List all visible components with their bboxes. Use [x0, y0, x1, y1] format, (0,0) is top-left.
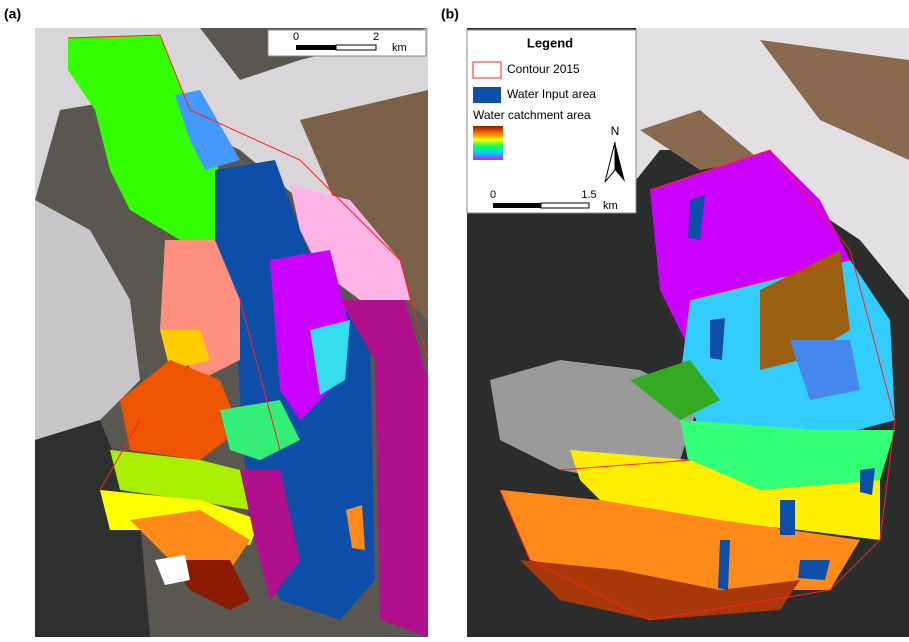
scale-tick: 0 [490, 189, 496, 201]
legend-title: Legend [527, 35, 573, 50]
scale-bar [296, 45, 336, 50]
scale-tick: 0 [293, 31, 299, 43]
scale-unit: km [392, 42, 407, 54]
panel-a: 0 2 km (a) [4, 6, 428, 637]
scale-bar [336, 45, 376, 50]
panel-label: (a) [4, 6, 21, 22]
scale-tick: 1.5 [581, 189, 596, 201]
legend-swatch [473, 126, 503, 160]
north-label: N [611, 124, 620, 138]
scale-bar [541, 203, 589, 208]
legend-item: Water Input area [507, 87, 596, 101]
legend-item: Contour 2015 [507, 62, 580, 76]
figure: 0 2 km (a) Legend Contour 2015 Water Inp… [0, 0, 909, 637]
scale-tick: 2 [373, 31, 379, 43]
legend-swatch [473, 87, 501, 103]
panel-b: Legend Contour 2015 Water Input area Wat… [441, 6, 909, 637]
scale-bar [493, 203, 541, 208]
scale-unit: km [603, 200, 618, 212]
panel-label: (b) [441, 6, 459, 22]
legend-item: Water catchment area [473, 108, 591, 122]
